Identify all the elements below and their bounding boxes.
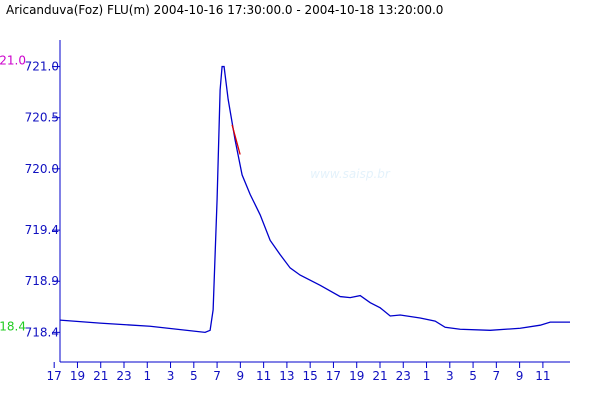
x-tick-label: 5 (190, 369, 198, 383)
watermark: www.saisp.br (310, 167, 391, 181)
x-tick-label: 17 (47, 369, 62, 383)
x-tick-label: 11 (256, 369, 271, 383)
x-tick-label: 23 (396, 369, 411, 383)
series-line (231, 124, 241, 155)
x-tick-label: 13 (279, 369, 294, 383)
x-tick-label: 9 (516, 369, 524, 383)
x-tick-label: 7 (493, 369, 501, 383)
x-tick-label: 9 (237, 369, 245, 383)
chart-title: Aricanduva(Foz) FLU(m) 2004-10-16 17:30:… (6, 3, 443, 17)
x-tick-label: 21 (372, 369, 387, 383)
x-tick-label: 19 (349, 369, 364, 383)
y-tick-label: 721.0 (25, 60, 59, 74)
x-tick-label: 1 (143, 369, 151, 383)
y-tick-label: 720.5 (25, 111, 59, 125)
x-tick-label: 7 (213, 369, 221, 383)
x-tick-label: 1 (423, 369, 431, 383)
x-tick-label: 21 (93, 369, 108, 383)
min-marker: 718.4 (0, 319, 26, 333)
x-tick-label: 11 (535, 369, 550, 383)
x-tick-label: 17 (326, 369, 341, 383)
x-tick-label: 19 (70, 369, 85, 383)
x-tick-label: 15 (303, 369, 318, 383)
y-tick-label: 720.0 (25, 162, 59, 176)
x-tick-label: 5 (469, 369, 477, 383)
y-tick-label: 718.9 (25, 274, 59, 288)
x-tick-label: 3 (446, 369, 454, 383)
y-tick-label: 718.4 (25, 325, 59, 339)
max-marker: 721.0 (0, 54, 26, 68)
x-tick-label: 3 (167, 369, 175, 383)
series-line (59, 65, 570, 334)
y-tick-label: 719.4 (25, 223, 59, 237)
x-tick-label: 23 (116, 369, 131, 383)
